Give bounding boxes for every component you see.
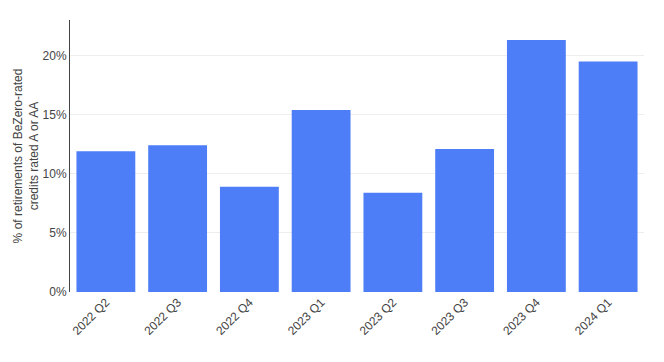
svg-text:2023 Q2: 2023 Q2: [357, 295, 400, 338]
svg-text:2023 Q1: 2023 Q1: [285, 295, 328, 338]
svg-text:2023 Q4: 2023 Q4: [500, 295, 543, 338]
svg-text:20%: 20%: [43, 49, 67, 63]
svg-text:2024 Q1: 2024 Q1: [572, 295, 615, 338]
svg-text:15%: 15%: [43, 108, 67, 122]
svg-text:10%: 10%: [43, 167, 67, 181]
svg-text:2022 Q4: 2022 Q4: [213, 295, 256, 338]
svg-text:2023 Q3: 2023 Q3: [429, 295, 472, 338]
svg-text:2022 Q3: 2022 Q3: [142, 295, 185, 338]
svg-text:% of retirements of BeZero-rat: % of retirements of BeZero-ratedcredits …: [11, 69, 41, 244]
svg-text:0%: 0%: [49, 285, 67, 299]
svg-text:5%: 5%: [49, 226, 67, 240]
svg-text:2022 Q2: 2022 Q2: [70, 295, 113, 338]
